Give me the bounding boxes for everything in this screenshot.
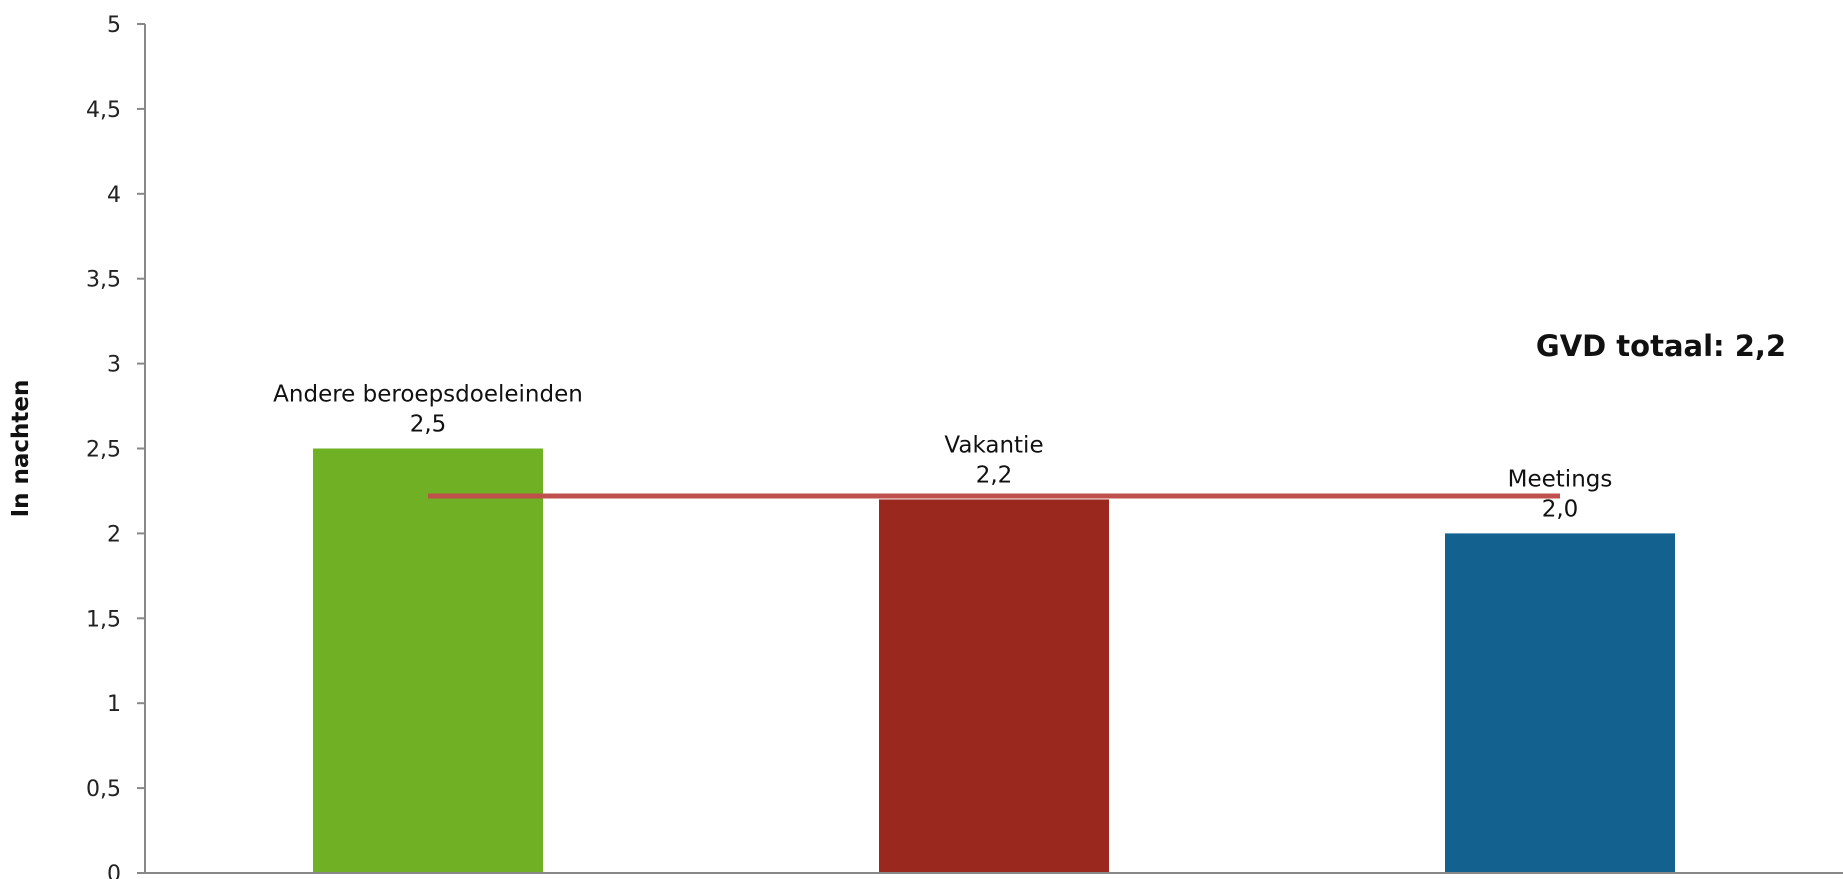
total-annotation: GVD totaal: 2,2	[1536, 329, 1786, 363]
bar-labels: Andere beroepsdoeleinden 2,5 Vakantie 2,2 Me…	[273, 382, 1612, 523]
bar-value-label: 2,5	[410, 412, 447, 438]
bars	[313, 448, 1675, 873]
y-tick-label: 4	[107, 183, 121, 208]
y-axis-label: In nachten	[8, 380, 34, 518]
y-tick-label: 4,5	[86, 98, 121, 123]
y-tick-label: 1	[107, 692, 121, 717]
y-tick-label: 2,5	[86, 438, 121, 463]
bar	[1445, 533, 1675, 873]
bar	[313, 448, 543, 873]
bar-category-label: Vakantie	[944, 432, 1043, 458]
y-tick-label: 2	[107, 522, 121, 547]
bar-category-label: Andere beroepsdoeleinden	[273, 382, 583, 408]
bar-value-label: 2,0	[1542, 496, 1579, 522]
bar-category-label: Meetings	[1508, 466, 1613, 492]
y-tick-label: 1,5	[86, 607, 121, 632]
bar	[879, 499, 1109, 873]
y-tick-label: 5	[107, 13, 121, 38]
bar-value-label: 2,2	[976, 462, 1013, 488]
y-tick-label: 0,5	[86, 777, 121, 802]
y-tick-label: 3	[107, 353, 121, 378]
y-tick-label: 0	[107, 862, 121, 879]
y-axis-ticks: 0 0,5 1 1,5 2 2,5 3 3,5 4 4,5 5	[86, 13, 145, 879]
y-tick-label: 3,5	[86, 268, 121, 293]
